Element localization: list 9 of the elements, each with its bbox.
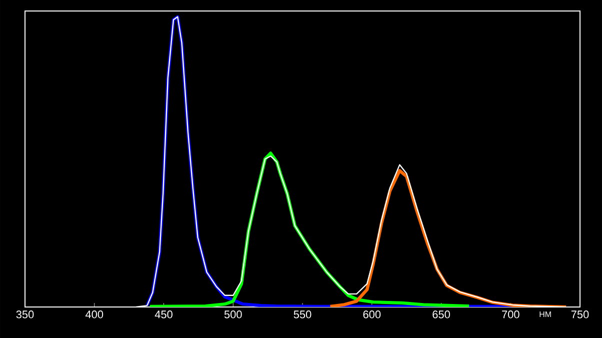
x-tick-label: 350 <box>16 310 34 318</box>
x-tick-label: 750 <box>571 310 589 318</box>
x-tick-label: 450 <box>154 310 172 318</box>
x-tick-label: 650 <box>432 310 450 318</box>
x-tick-label: 550 <box>294 310 312 318</box>
x-tick-label: 600 <box>363 310 381 318</box>
x-tick-label: 500 <box>224 310 242 318</box>
x-tick-label: 700 <box>502 310 520 318</box>
x-tick-label: 400 <box>85 310 104 318</box>
